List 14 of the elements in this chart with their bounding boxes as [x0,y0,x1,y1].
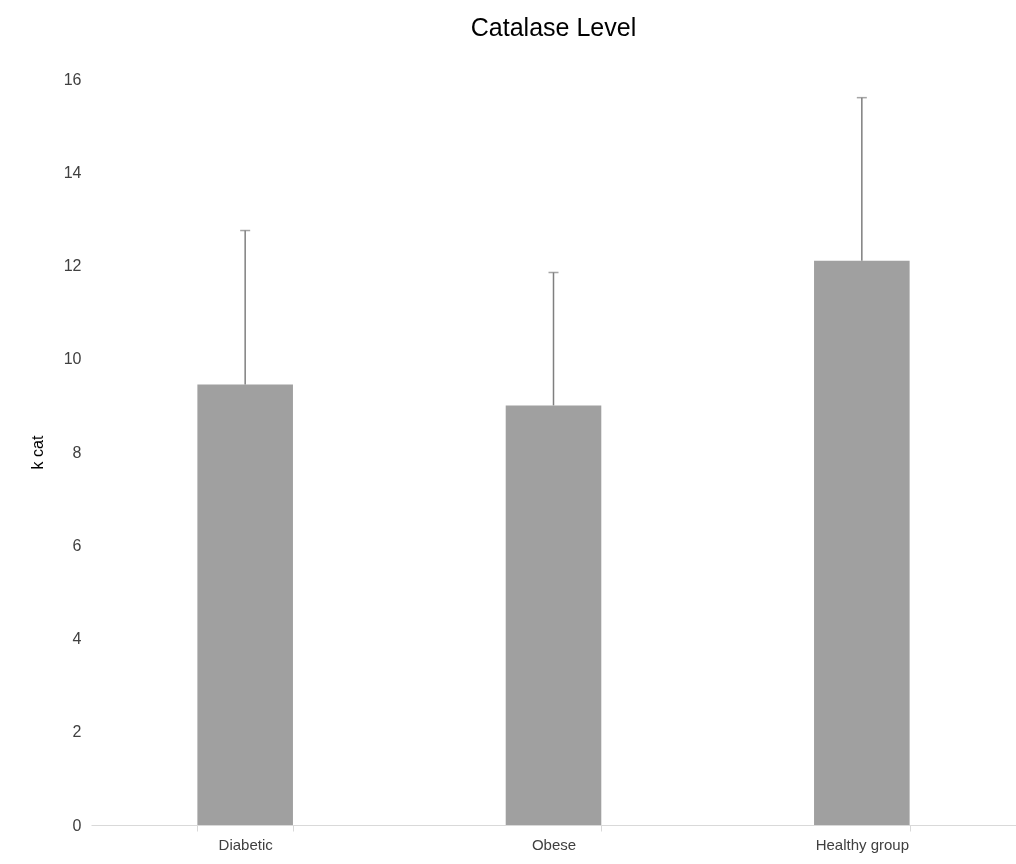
y-tick-label: 4 [72,630,82,647]
y-axis-title: k cat [28,435,46,470]
x-tick-label: Diabetic [218,835,274,853]
x-tick-label: Healthy group [815,835,910,853]
y-tick-label: 6 [72,536,82,554]
y-tick-label: 10 [63,350,82,368]
y-tick-label: 8 [72,443,82,461]
x-tick-label: Obese [531,835,577,853]
y-tick-label: 14 [63,163,82,181]
y-tick-label: 12 [63,257,82,274]
y-tick-label: 2 [72,723,82,741]
chart-title: Catalase Level [470,13,637,41]
y-tick-label: 0 [72,816,82,834]
y-tick-label: 16 [63,70,82,88]
